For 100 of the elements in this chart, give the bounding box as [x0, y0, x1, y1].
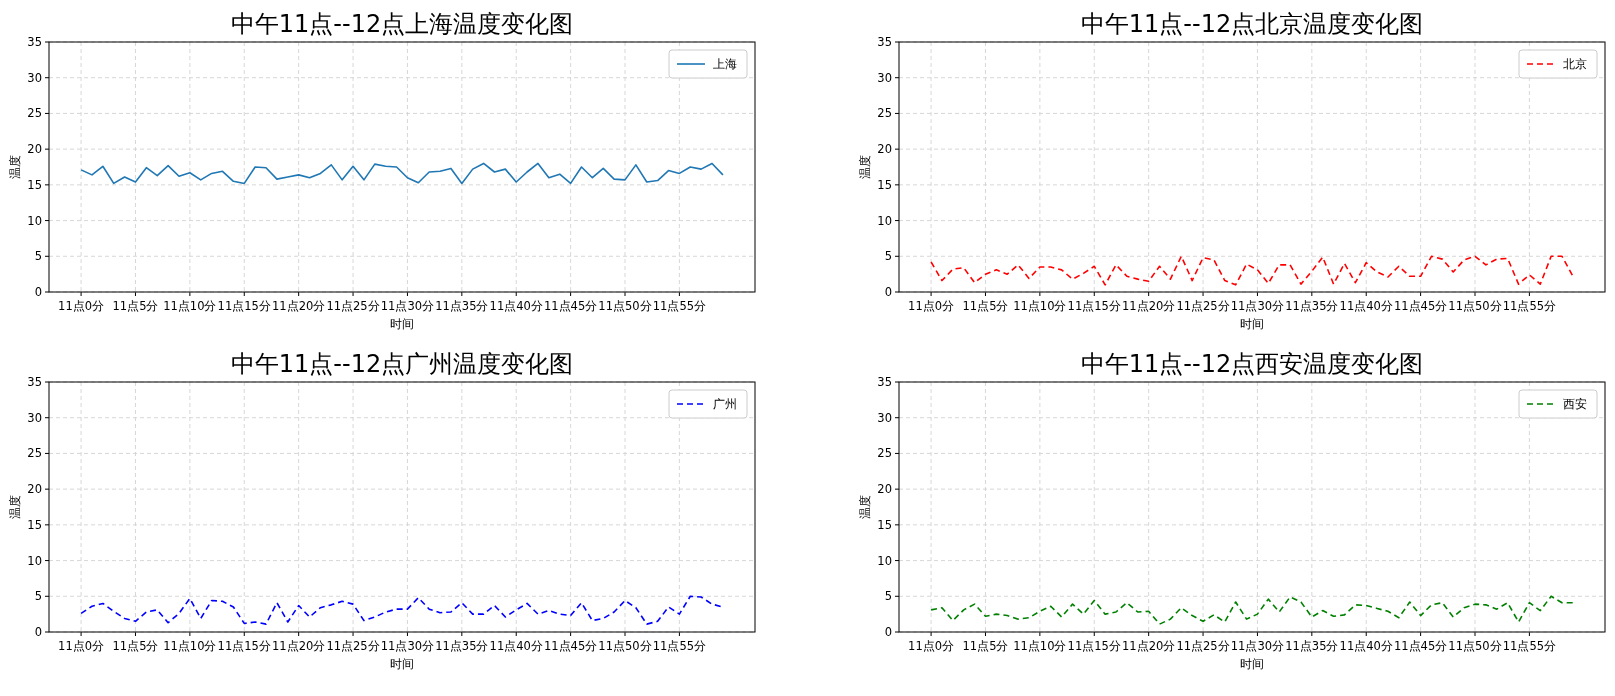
- y-axis-title: 温度: [8, 495, 22, 519]
- y-tick-label: 5: [884, 249, 892, 264]
- x-tick-label: 11点55分: [1502, 639, 1557, 653]
- legend: 广州: [668, 389, 748, 419]
- x-tick-label: 11点15分: [1067, 299, 1121, 313]
- y-tick-label: 20: [877, 142, 892, 157]
- x-tick-label: 11点20分: [272, 639, 326, 653]
- chart-title: 中午11点--12点广州温度变化图: [230, 350, 574, 378]
- y-tick-label: 5: [884, 589, 892, 604]
- x-axis-title: 时间: [390, 317, 414, 331]
- x-tick-label: 11点10分: [1013, 299, 1067, 313]
- y-tick-label: 30: [27, 410, 42, 425]
- y-tick-label: 0: [884, 625, 892, 639]
- y-tick-label: 25: [877, 446, 892, 461]
- x-tick-label: 11点55分: [652, 299, 707, 313]
- x-tick-label: 11点25分: [326, 299, 380, 313]
- y-tick-label: 35: [877, 35, 892, 49]
- y-axis-title: 温度: [858, 155, 872, 179]
- x-tick-label: 11点30分: [380, 299, 435, 313]
- y-tick-label: 30: [877, 410, 892, 425]
- x-axis-title: 时间: [1240, 317, 1264, 331]
- x-tick-label: 11点20分: [1122, 639, 1176, 653]
- x-tick-label: 11点45分: [1393, 639, 1448, 653]
- legend-label: 广州: [713, 397, 737, 411]
- y-tick-label: 0: [34, 285, 42, 299]
- y-tick-label: 10: [27, 553, 42, 568]
- x-tick-label: 11点35分: [1285, 299, 1339, 313]
- y-tick-label: 15: [27, 517, 42, 532]
- y-tick-label: 0: [884, 285, 892, 299]
- x-axis-title: 时间: [1240, 657, 1264, 671]
- chart-title: 中午11点--12点北京温度变化图: [1080, 10, 1424, 38]
- x-tick-label: 11点40分: [1339, 639, 1393, 653]
- x-tick-label: 11点0分: [908, 639, 955, 653]
- x-tick-label: 11点40分: [489, 299, 543, 313]
- x-tick-label: 11点0分: [908, 299, 955, 313]
- y-tick-label: 10: [877, 213, 892, 228]
- x-tick-label: 11点10分: [1013, 639, 1067, 653]
- legend-label: 上海: [713, 57, 737, 71]
- x-tick-label: 11点15分: [217, 639, 271, 653]
- chart-title: 中午11点--12点上海温度变化图: [230, 10, 574, 38]
- x-tick-label: 11点50分: [598, 299, 652, 313]
- x-tick-label: 11点25分: [1176, 639, 1230, 653]
- y-tick-label: 10: [27, 213, 42, 228]
- x-tick-label: 11点5分: [112, 639, 159, 653]
- y-tick-label: 15: [27, 177, 42, 192]
- x-tick-label: 11点35分: [435, 299, 489, 313]
- legend: 西安: [1518, 389, 1598, 419]
- y-tick-label: 35: [877, 375, 892, 389]
- y-tick-label: 25: [27, 106, 42, 121]
- y-tick-label: 20: [27, 482, 42, 497]
- x-tick-label: 11点35分: [435, 639, 489, 653]
- x-tick-label: 11点20分: [1122, 299, 1176, 313]
- y-tick-label: 15: [877, 517, 892, 532]
- x-tick-label: 11点5分: [962, 299, 1009, 313]
- x-tick-label: 11点50分: [598, 639, 652, 653]
- y-tick-label: 20: [27, 142, 42, 157]
- y-tick-label: 10: [877, 553, 892, 568]
- x-tick-label: 11点0分: [58, 639, 105, 653]
- chart-title: 中午11点--12点西安温度变化图: [1080, 350, 1424, 378]
- y-tick-label: 35: [27, 375, 42, 389]
- x-tick-label: 11点15分: [217, 299, 271, 313]
- x-tick-label: 11点20分: [272, 299, 326, 313]
- x-tick-label: 11点15分: [1067, 639, 1121, 653]
- legend: 上海: [668, 49, 748, 79]
- x-tick-label: 11点10分: [163, 299, 217, 313]
- x-tick-label: 11点45分: [543, 299, 598, 313]
- y-tick-label: 15: [877, 177, 892, 192]
- y-axis-title: 温度: [858, 495, 872, 519]
- x-tick-label: 11点25分: [326, 639, 380, 653]
- x-tick-label: 11点50分: [1448, 299, 1502, 313]
- x-tick-label: 11点40分: [489, 639, 543, 653]
- x-tick-label: 11点30分: [380, 639, 435, 653]
- x-tick-label: 11点10分: [163, 639, 217, 653]
- x-tick-label: 11点55分: [652, 639, 707, 653]
- x-tick-label: 11点0分: [58, 299, 105, 313]
- y-tick-label: 35: [27, 35, 42, 49]
- x-tick-label: 11点50分: [1448, 639, 1502, 653]
- y-tick-label: 5: [34, 589, 42, 604]
- x-axis-title: 时间: [390, 657, 414, 671]
- y-tick-label: 25: [27, 446, 42, 461]
- y-axis-title: 温度: [8, 155, 22, 179]
- legend-label: 西安: [1563, 397, 1587, 411]
- y-tick-label: 30: [27, 70, 42, 85]
- x-tick-label: 11点45分: [543, 639, 598, 653]
- y-tick-label: 5: [34, 249, 42, 264]
- x-tick-label: 11点25分: [1176, 299, 1230, 313]
- y-tick-label: 30: [877, 70, 892, 85]
- legend-label: 北京: [1563, 57, 1587, 71]
- x-tick-label: 11点40分: [1339, 299, 1393, 313]
- y-tick-label: 25: [877, 106, 892, 121]
- x-tick-label: 11点30分: [1230, 639, 1285, 653]
- y-tick-label: 20: [877, 482, 892, 497]
- x-tick-label: 11点5分: [962, 639, 1009, 653]
- x-tick-label: 11点5分: [112, 299, 159, 313]
- x-tick-label: 11点45分: [1393, 299, 1448, 313]
- x-tick-label: 11点55分: [1502, 299, 1557, 313]
- x-tick-label: 11点30分: [1230, 299, 1285, 313]
- legend: 北京: [1518, 49, 1598, 79]
- y-tick-label: 0: [34, 625, 42, 639]
- x-tick-label: 11点35分: [1285, 639, 1339, 653]
